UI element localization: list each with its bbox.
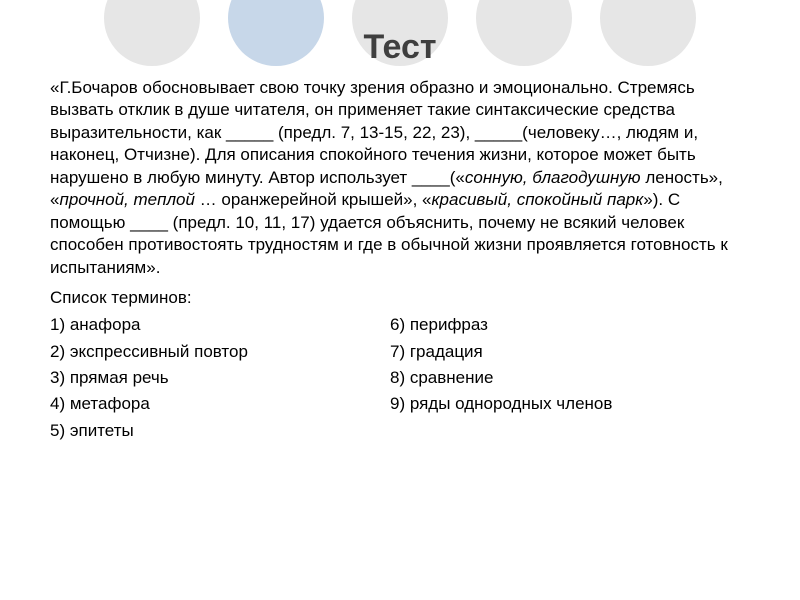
term-7: 7) градация	[390, 339, 483, 365]
term-2: 2) экспрессивный повтор	[50, 339, 390, 365]
term-3: 3) прямая речь	[50, 365, 390, 391]
slide-content: Тест «Г.Бочаров обосновывает свою точку …	[0, 0, 800, 444]
term-4: 4) метафора	[50, 391, 390, 417]
terms-row-1: 1) анафора 6) перифраз	[50, 312, 750, 338]
text-italic2: прочной, теплой	[59, 190, 194, 209]
terms-row-4: 4) метафора 9) ряды однородных членов	[50, 391, 750, 417]
terms-row-2: 2) экспрессивный повтор 7) градация	[50, 339, 750, 365]
page-title: Тест	[50, 28, 750, 67]
terms-label: Список терминов:	[50, 285, 750, 311]
term-9: 9) ряды однородных членов	[390, 391, 612, 417]
term-8: 8) сравнение	[390, 365, 493, 391]
term-5: 5) эпитеты	[50, 418, 390, 444]
terms-row-5: 5) эпитеты	[50, 418, 750, 444]
terms-row-3: 3) прямая речь 8) сравнение	[50, 365, 750, 391]
text-italic3: красивый, спокойный парк	[432, 190, 644, 209]
text-italic1: сонную, благодушную	[465, 168, 641, 187]
text-mid2: … оранжерейной крышей», «	[195, 190, 432, 209]
main-paragraph: «Г.Бочаров обосновывает свою точку зрени…	[50, 77, 750, 279]
term-6: 6) перифраз	[390, 312, 488, 338]
term-1: 1) анафора	[50, 312, 390, 338]
